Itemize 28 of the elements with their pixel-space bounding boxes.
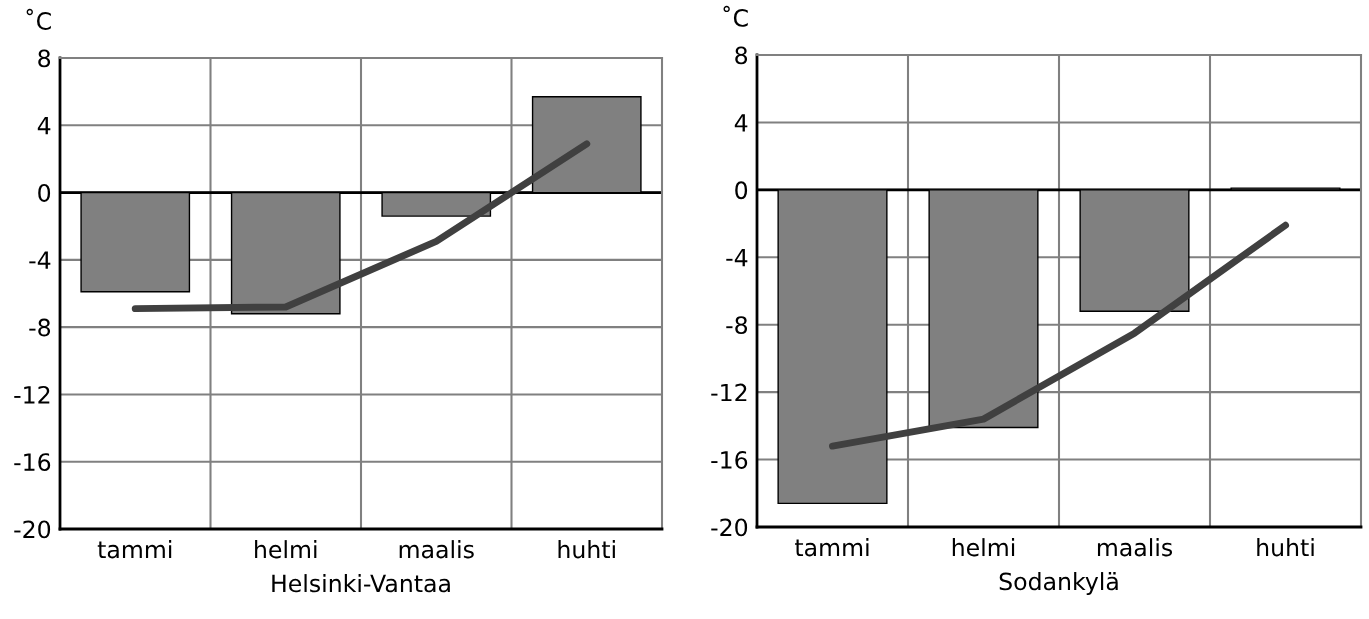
y-axis-title: ˚C <box>723 5 748 27</box>
y-tick-label: 8 <box>38 49 51 68</box>
x-tick-label: huhti <box>558 540 615 559</box>
y-tick-label: -20 <box>14 520 51 539</box>
y-tick-label: 0 <box>735 181 748 200</box>
y-tick-label: -12 <box>711 383 747 402</box>
x-tick-label: tammi <box>794 538 869 557</box>
y-tick-label: -8 <box>29 318 51 337</box>
y-tick-label: 0 <box>38 184 51 202</box>
x-axis-title: Helsinki-Vantaa <box>272 574 450 593</box>
x-tick-label: maalis <box>1097 538 1173 557</box>
y-tick-label: 8 <box>735 46 748 65</box>
x-axis-title: Sodankylä <box>999 572 1118 595</box>
y-tick-label: 4 <box>734 114 748 132</box>
y-tick-label: -4 <box>29 251 51 269</box>
x-tick-label: tammi <box>97 540 172 559</box>
y-tick-label: -4 <box>726 249 748 267</box>
y-tick-label: -16 <box>14 453 51 472</box>
y-tick-label: -8 <box>726 316 748 335</box>
y-tick-label: 4 <box>37 117 51 135</box>
y-tick-label: -20 <box>711 518 748 537</box>
x-tick-label: huhti <box>1257 538 1314 557</box>
x-tick-label: helmi <box>255 540 317 559</box>
y-axis-title: ˚C <box>26 8 51 30</box>
y-tick-label: -12 <box>14 385 50 404</box>
x-tick-label: maalis <box>399 540 474 559</box>
x-tick-label: helmi <box>952 538 1015 557</box>
y-tick-label: -16 <box>711 451 748 469</box>
